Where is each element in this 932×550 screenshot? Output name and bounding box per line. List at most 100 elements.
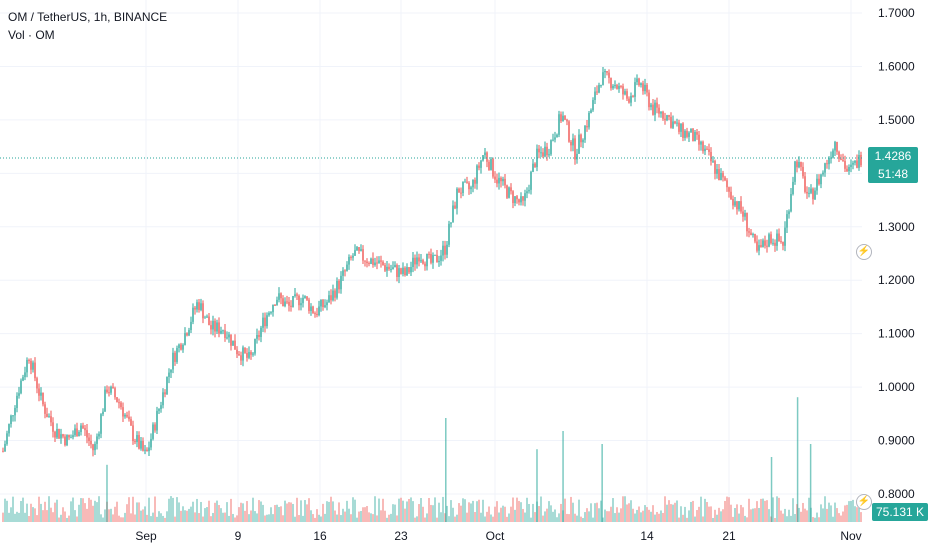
- candle-body: [78, 432, 80, 437]
- volume-bar: [216, 500, 218, 522]
- candle-body: [274, 304, 276, 306]
- volume-bar: [816, 512, 818, 522]
- volume-bar: [182, 506, 184, 522]
- candle-body: [254, 338, 256, 354]
- volume-spike: [770, 457, 773, 522]
- candle-body: [592, 100, 594, 111]
- volume-bar: [574, 513, 576, 522]
- candle-body: [384, 265, 386, 271]
- candle-body: [24, 372, 26, 378]
- candle-body: [740, 201, 742, 212]
- candle-body: [82, 425, 84, 429]
- candle-body: [262, 317, 264, 328]
- candle-body: [100, 414, 102, 434]
- volume-bar: [508, 513, 510, 522]
- volume-bar: [592, 517, 594, 522]
- candle-body: [212, 320, 214, 330]
- volume-bar: [856, 507, 858, 522]
- candle-body: [668, 115, 670, 117]
- candle-body: [376, 262, 378, 264]
- candle-body: [676, 122, 678, 124]
- candle-body: [732, 198, 734, 206]
- price-axis[interactable]: 1.70001.60001.50001.40001.30001.20001.10…: [878, 6, 915, 501]
- candle-body: [848, 166, 850, 172]
- candle-body: [742, 211, 744, 217]
- candle-body: [750, 232, 752, 236]
- candle-body: [410, 267, 412, 273]
- candle-body: [588, 112, 590, 128]
- candle-body: [106, 389, 108, 393]
- volume-bar: [386, 517, 388, 522]
- candle-body: [824, 163, 826, 173]
- volume-bar: [622, 496, 624, 522]
- volume-bar: [824, 496, 826, 522]
- candle-body: [448, 223, 450, 245]
- candle-body: [288, 301, 290, 306]
- candle-body: [800, 162, 802, 167]
- candle-body: [480, 160, 482, 168]
- candle-body: [150, 438, 152, 448]
- volume-bar: [204, 508, 206, 522]
- volume-bar: [252, 497, 254, 522]
- lightning-icon[interactable]: ⚡: [856, 494, 872, 510]
- volume-bar: [264, 515, 266, 522]
- candle-body: [586, 125, 588, 128]
- candle-body: [616, 85, 618, 89]
- volume-bar: [416, 516, 418, 522]
- volume-bar: [130, 513, 132, 522]
- volume-bar: [610, 506, 612, 522]
- volume-bar: [550, 505, 552, 522]
- volume-bar: [524, 512, 526, 522]
- candle-body: [370, 258, 372, 264]
- volume-bar: [608, 511, 610, 522]
- time-axis[interactable]: Sep 9 16 23 Oct 14 21 Nov: [135, 529, 861, 543]
- volume-bar: [540, 496, 542, 522]
- candle-body: [792, 181, 794, 195]
- volume-bar: [90, 499, 92, 522]
- candle-body: [464, 181, 466, 183]
- volume-bar: [268, 514, 270, 522]
- volume-bar: [166, 511, 168, 522]
- volume-bar: [548, 501, 550, 522]
- candle-body: [540, 152, 542, 154]
- volume-bar: [88, 497, 90, 522]
- volume-bar: [634, 513, 636, 522]
- candle-body: [610, 77, 612, 89]
- candle-body: [178, 344, 180, 349]
- candle-body: [192, 307, 194, 322]
- volume-bar: [318, 514, 320, 522]
- candle-body: [340, 275, 342, 290]
- lightning-icon[interactable]: ⚡: [856, 244, 872, 260]
- candle-body: [558, 114, 560, 135]
- volume-bar: [296, 497, 298, 522]
- candle-body: [246, 352, 248, 358]
- candle-body: [166, 376, 168, 395]
- candle-body: [416, 257, 418, 265]
- volume-bar: [42, 510, 44, 522]
- candle-body: [238, 354, 240, 356]
- volume-bar: [246, 501, 248, 522]
- volume-bar: [488, 506, 490, 522]
- candle-body: [314, 313, 316, 315]
- x-tick-label: 14: [640, 529, 654, 543]
- candle-body: [232, 340, 234, 346]
- candle-body: [204, 317, 206, 319]
- candle-body: [138, 435, 140, 449]
- candle-body: [316, 313, 318, 316]
- candle-body: [836, 142, 838, 152]
- candle-body: [58, 428, 60, 439]
- volume-bar: [480, 512, 482, 522]
- candle-body: [16, 395, 18, 408]
- candle-body: [320, 299, 322, 307]
- candle-body: [372, 258, 374, 265]
- candle-body: [566, 119, 568, 122]
- candle-body: [422, 260, 424, 264]
- volume-spike: [796, 397, 799, 522]
- candle-body: [846, 168, 848, 172]
- volume-bar: [798, 507, 800, 522]
- candle-body: [326, 302, 328, 306]
- candle-body: [852, 162, 854, 165]
- candle-body: [686, 130, 688, 137]
- volume-bar: [170, 496, 172, 522]
